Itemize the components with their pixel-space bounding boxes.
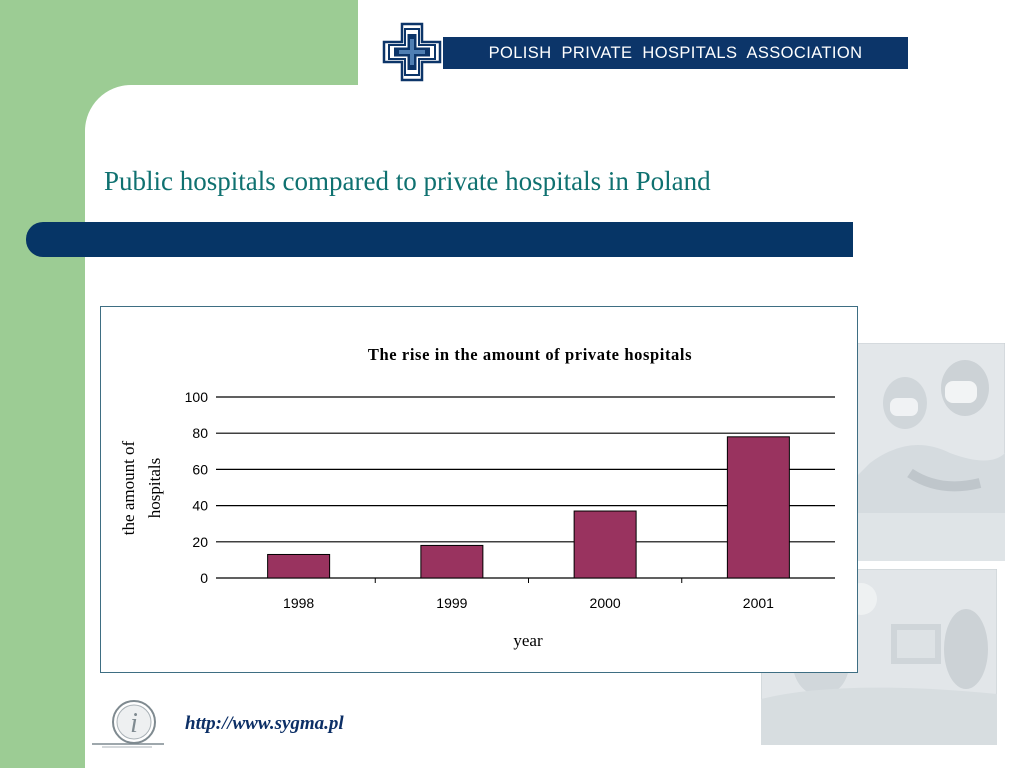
info-icon: i (92, 700, 164, 748)
bar-2001 (726, 436, 790, 579)
y-tick-label: 20 (192, 534, 208, 550)
y-axis-label-line1: the amount of (119, 440, 138, 535)
x-tick-label: 2001 (743, 595, 774, 611)
slide-title: Public hospitals compared to private hos… (104, 166, 711, 196)
title-underline-bar (26, 222, 853, 257)
website-link[interactable]: http://www.sygma.pl (185, 713, 344, 734)
chart-title: The rise in the amount of private hospit… (368, 345, 692, 364)
x-tick-label: 2000 (590, 595, 621, 611)
y-tick-label: 100 (185, 389, 209, 405)
y-tick-label: 0 (200, 570, 208, 586)
x-tick-label: 1998 (283, 595, 314, 611)
association-banner: POLISH PRIVATE HOSPITALS ASSOCIATION (443, 37, 908, 69)
svg-text:i: i (130, 708, 138, 739)
surgery-photo (850, 343, 1005, 561)
bar-chart: The rise in the amount of private hospit… (119, 345, 835, 650)
bar-1998 (267, 553, 331, 579)
chart-frame: The rise in the amount of private hospit… (100, 306, 858, 673)
bar-2000 (573, 510, 637, 579)
bar-1999 (420, 544, 484, 579)
y-tick-label: 40 (192, 498, 208, 514)
x-tick-label: 1999 (436, 595, 467, 611)
y-tick-label: 60 (192, 461, 208, 477)
medical-cross-logo-icon (382, 22, 442, 82)
x-axis-label: year (513, 631, 543, 650)
y-axis-label-line2: hospitals (145, 458, 164, 518)
y-tick-label: 80 (192, 425, 208, 441)
